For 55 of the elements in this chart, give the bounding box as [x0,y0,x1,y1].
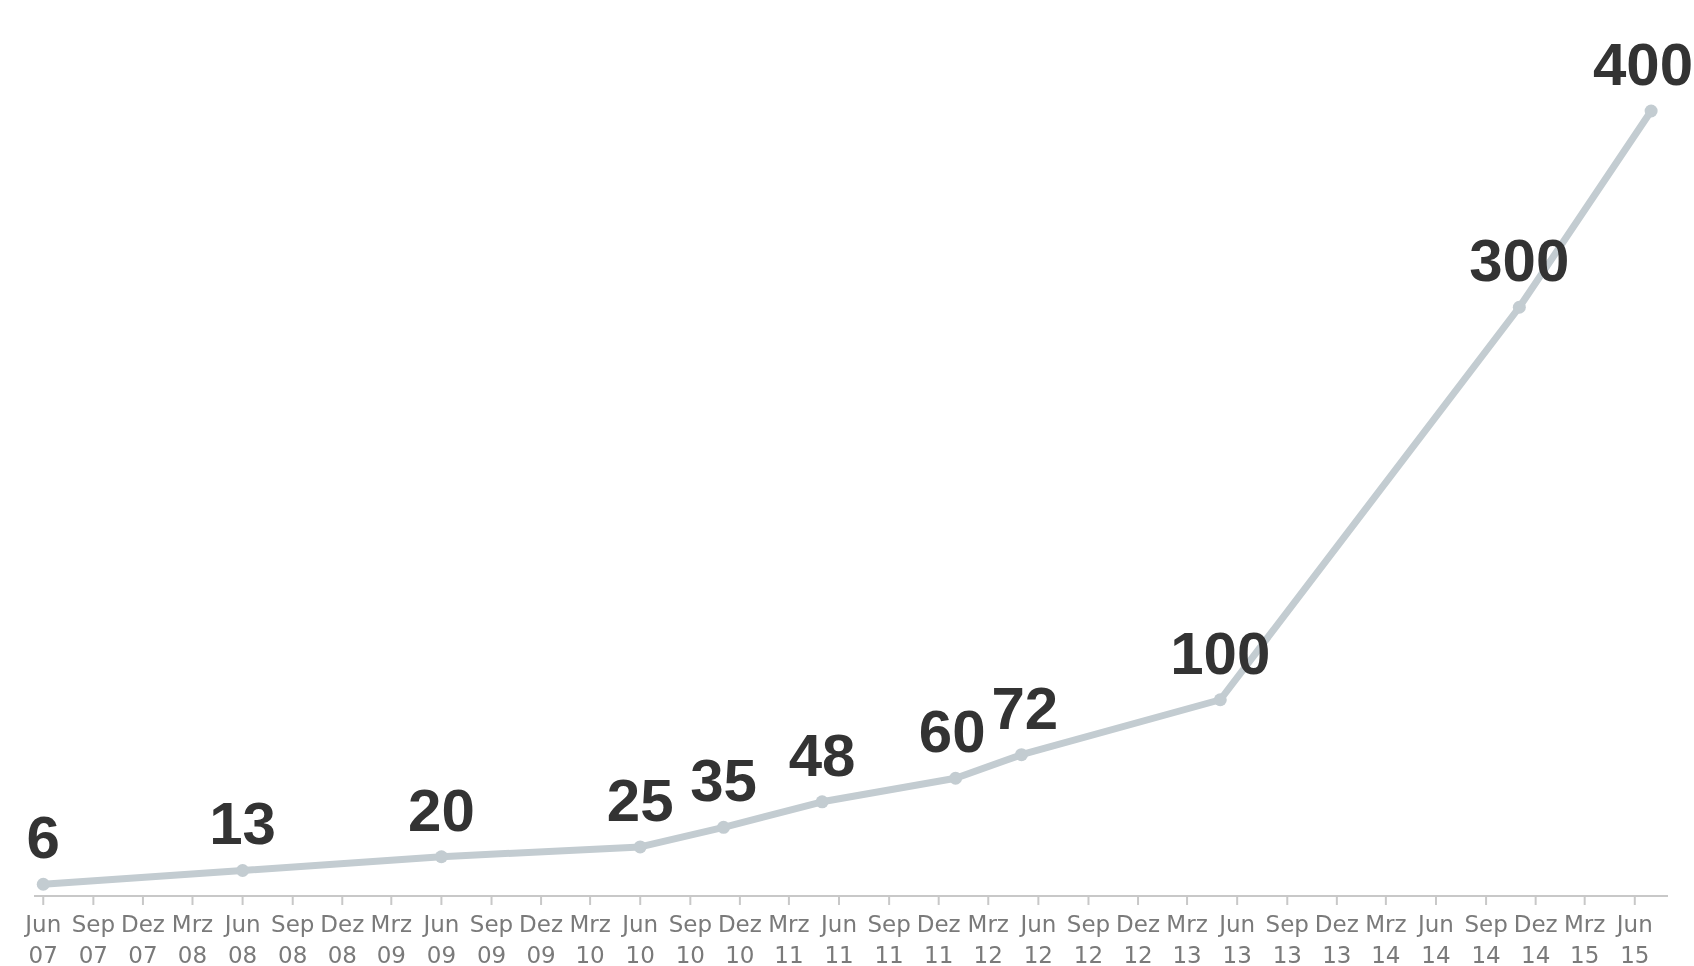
x-tick-label: Mrz 15 [1563,911,1606,966]
x-tick-label: Dez 12 [1116,911,1161,966]
data-label: 13 [209,790,276,858]
x-tick-label: Dez 07 [120,911,165,966]
x-tick-label: Mrz 10 [569,911,611,966]
x-tick-label: Jun 14 [1416,911,1454,966]
point [236,863,250,877]
x-tick-label: Dez 08 [320,911,365,966]
data-label: 60 [918,698,986,766]
data-label: 300 [1469,227,1570,295]
x-tick-label: Sep 12 [1066,911,1111,966]
point [1213,693,1227,707]
point [1644,104,1658,118]
data-label: 6 [26,804,60,872]
x-tick-label: Mrz 11 [768,911,810,966]
x-tick-label: Sep 11 [867,911,911,966]
point [717,820,731,834]
x-tick-label: Dez 13 [1314,911,1359,966]
data-label: 35 [690,747,757,815]
data-label: 72 [991,674,1059,742]
x-tick-label: Sep 13 [1265,911,1309,966]
x-tick-label: Dez 14 [1513,911,1558,966]
x-tick-label: Sep 08 [271,911,315,966]
point [1014,748,1028,762]
point [434,850,448,864]
data-label: 400 [1592,31,1694,98]
data-label: 25 [606,766,674,834]
point [949,771,963,785]
data-label: 48 [788,721,856,789]
x-tick-label: Mrz 09 [370,911,412,966]
point [1512,300,1526,314]
point [633,840,647,854]
x-tick-label: Mrz 14 [1365,911,1407,966]
data-label: 100 [1170,619,1271,687]
x-tick-label: Jun 15 [1614,911,1653,966]
x-tick-label: Sep 14 [1464,911,1508,966]
x-tick-label: Jun 12 [1018,911,1057,966]
x-tick-label: Mrz 13 [1166,911,1208,966]
point [815,795,829,809]
x-tick-label: Dez 10 [717,911,762,966]
x-tick-label: Jun 08 [222,911,261,966]
x-tick-label: Jun 10 [620,911,659,966]
x-tick-label: Sep 10 [668,911,712,966]
x-tick-label: Jun 07 [23,911,62,966]
x-tick-label: Mrz 12 [967,911,1009,966]
x-tick-label: Sep 09 [469,911,514,966]
x-tick-label: Dez 09 [519,911,564,966]
x-tick-label: Mrz 08 [171,911,214,966]
x-tick-label: Jun 09 [421,911,460,966]
x-tick-label: Jun 11 [819,911,857,966]
x-tick-label: Dez 11 [916,911,961,966]
data-label: 20 [408,776,475,844]
point [36,877,50,891]
x-tick-label: Sep 07 [71,911,116,966]
x-tick-label: Jun 13 [1217,911,1256,966]
